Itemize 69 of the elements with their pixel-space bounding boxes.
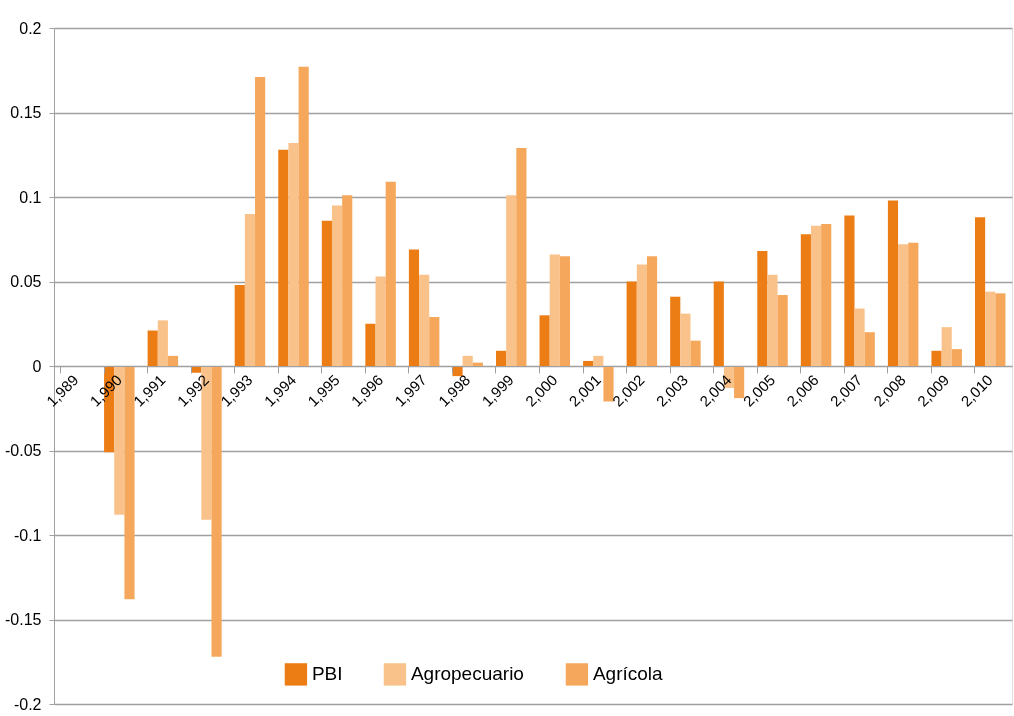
legend-label: Agrícola	[592, 663, 664, 685]
bar	[255, 77, 266, 366]
y-tick-label: -0.1	[13, 526, 42, 544]
bar	[908, 242, 919, 366]
y-tick-label: 0.05	[10, 273, 42, 290]
bar	[278, 149, 289, 366]
bar	[506, 195, 517, 366]
y-tick-label: 0	[32, 357, 42, 375]
bar	[713, 281, 724, 366]
bar	[854, 308, 865, 366]
bar	[757, 251, 768, 366]
bar	[157, 320, 168, 366]
bar	[995, 293, 1006, 366]
bar	[626, 281, 637, 366]
bar	[375, 276, 386, 366]
bar	[559, 256, 571, 366]
bar	[646, 256, 658, 366]
bar	[636, 264, 647, 366]
bar	[495, 350, 507, 366]
y-tick-label: -0.15	[5, 611, 42, 628]
bar	[211, 366, 222, 657]
bar	[419, 274, 430, 366]
bar	[603, 366, 614, 402]
y-tick-label: 0.2	[19, 19, 42, 37]
bar	[539, 315, 550, 366]
bar	[777, 295, 788, 366]
legend-label: Agropecuario	[410, 663, 524, 685]
bar	[549, 254, 560, 366]
bar	[844, 215, 855, 366]
bar	[385, 181, 396, 366]
bar	[670, 296, 681, 366]
bar	[462, 355, 473, 366]
bar	[941, 327, 952, 366]
bar	[931, 350, 942, 366]
bar	[147, 330, 158, 366]
bar	[821, 224, 832, 366]
y-tick-label: 0.1	[19, 188, 42, 206]
bar	[800, 234, 811, 366]
bar	[810, 225, 822, 366]
bar	[452, 366, 463, 377]
bar	[864, 332, 875, 366]
bar	[734, 366, 745, 399]
bar	[298, 66, 309, 366]
bar	[985, 291, 996, 366]
bar	[680, 313, 691, 366]
y-tick-label: -0.05	[5, 442, 42, 459]
bar	[887, 200, 899, 366]
y-tick-label: 0.15	[10, 104, 42, 121]
bar	[429, 316, 440, 366]
bar	[408, 249, 420, 366]
bar	[167, 355, 179, 366]
bar	[365, 323, 376, 366]
bar	[951, 349, 962, 366]
legend-label: PBI	[311, 663, 343, 685]
bar	[321, 220, 332, 366]
bar	[124, 366, 135, 600]
bar	[288, 142, 299, 366]
bar	[690, 340, 701, 366]
bar	[234, 284, 245, 366]
bar	[767, 274, 778, 366]
y-tick-label: -0.2	[13, 695, 42, 713]
bar	[244, 213, 256, 366]
bar	[516, 147, 527, 366]
bar	[342, 195, 353, 366]
bar	[974, 217, 986, 366]
bar	[583, 360, 594, 366]
bar	[898, 244, 909, 366]
bar	[331, 205, 343, 366]
bar	[593, 355, 604, 366]
